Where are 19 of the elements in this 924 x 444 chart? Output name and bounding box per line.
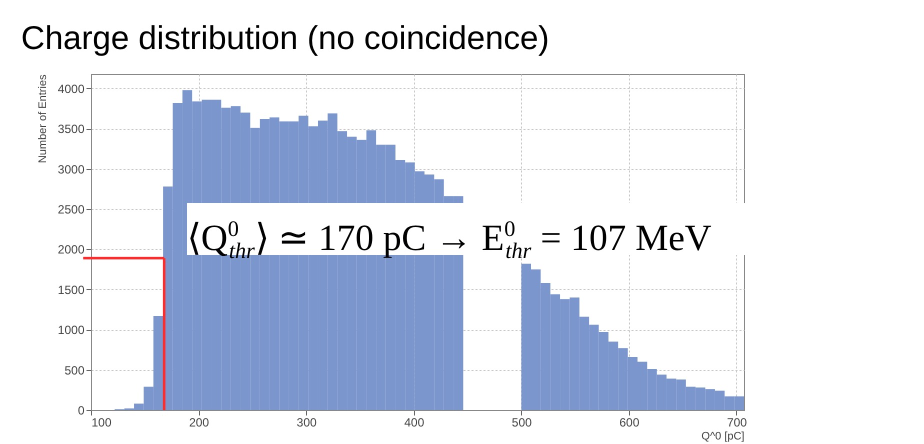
x-axis-title: Q^0 [pC] (701, 430, 744, 442)
x-tick-label: 500 (512, 416, 532, 430)
x-tick-label: 300 (296, 416, 317, 430)
x-tick-label: 600 (619, 416, 640, 430)
x-tick-label: 700 (726, 416, 748, 430)
y-tick-label: 0 (78, 404, 85, 418)
x-tick-label: 200 (189, 416, 210, 430)
y-tick-label: 500 (64, 363, 85, 378)
y-tick-label: 2000 (58, 242, 85, 257)
chart-title: Charge distribution (no coincidence) (21, 19, 550, 56)
y-tick-label: 2500 (58, 202, 85, 217)
y-tick-label: 1000 (58, 323, 85, 338)
y-tick-label: 3500 (58, 122, 85, 136)
y-tick-label: 4000 (58, 82, 85, 96)
y-tick-label: 3000 (58, 162, 85, 176)
y-axis-title: Number of Entries (36, 74, 49, 164)
x-tick-label: 400 (404, 416, 425, 430)
y-tick-label: 1500 (58, 282, 85, 297)
x-tick-label: 100 (92, 416, 112, 430)
